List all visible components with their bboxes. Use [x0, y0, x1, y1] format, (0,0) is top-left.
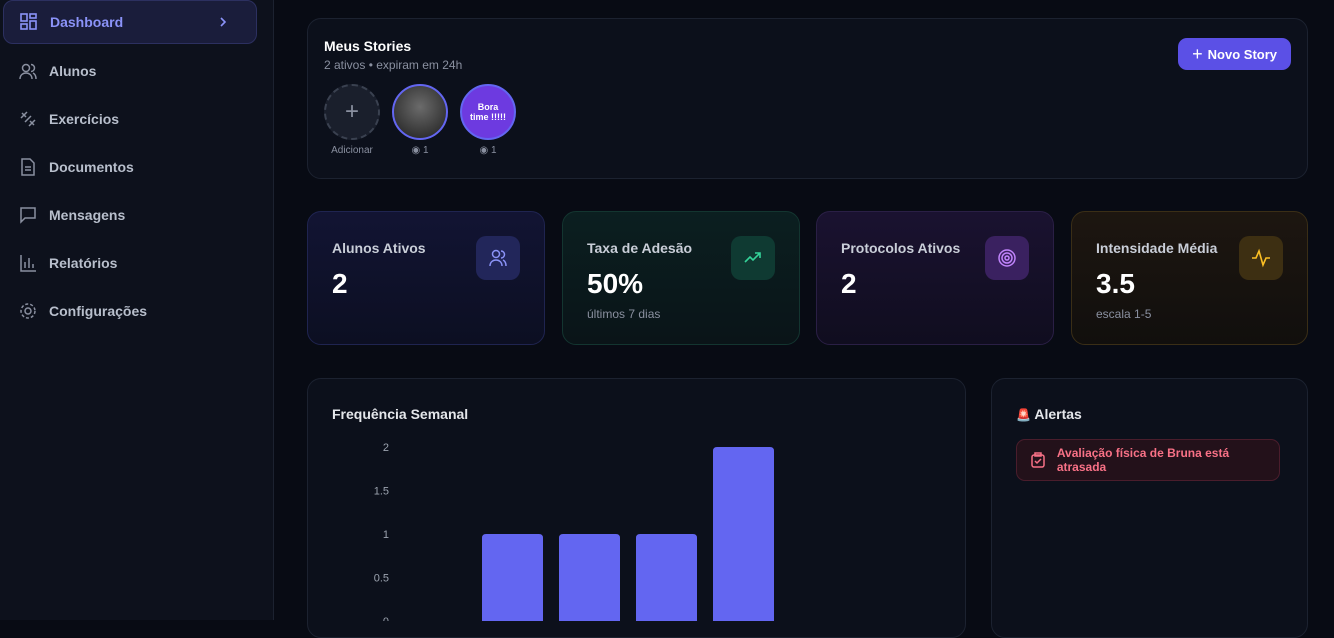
stat-label: Protocolos Ativos [841, 240, 961, 256]
stat-card: Protocolos Ativos 2 [816, 211, 1054, 345]
nav-item[interactable]: Documentos [3, 145, 257, 189]
nav-label: Exercícios [49, 111, 120, 127]
bar [559, 534, 620, 621]
story-views: ◉ 1 [411, 145, 429, 156]
y-tick-label: 1 [383, 529, 389, 541]
alerts-title: Alertas [1034, 406, 1082, 422]
nav-item[interactable]: Relatórios [3, 241, 257, 285]
stat-icon [731, 236, 775, 280]
chart: 0 0.5 1 1.5 2 [374, 442, 774, 621]
stat-icon [1239, 236, 1283, 280]
bar [713, 447, 774, 621]
nav-item[interactable]: Dashboard [3, 0, 257, 44]
alerts-card: 🚨 Alertas Avaliação física de Bruna está… [991, 378, 1308, 638]
chart-title: Frequência Semanal [332, 406, 469, 422]
views-count: 1 [422, 145, 429, 156]
stat-label: Taxa de Adesão [587, 240, 693, 256]
stat-card: Alunos Ativos 2 [307, 211, 545, 345]
nav-item[interactable]: Configurações [3, 289, 257, 333]
nav-item[interactable]: Alunos [3, 49, 257, 93]
story-views: ◉ 1 [479, 145, 497, 156]
stat-label: Alunos Ativos [332, 240, 426, 256]
stat-value: 50% [587, 268, 644, 299]
new-story-button[interactable]: + Novo Story [1178, 38, 1291, 70]
nav-label: Alunos [49, 63, 97, 79]
nav-label: Relatórios [49, 255, 118, 271]
stat-icon [985, 236, 1029, 280]
stat-note: escala 1-5 [1096, 307, 1152, 321]
stories-subtitle: 2 ativos • expiram em 24h [324, 58, 463, 72]
y-tick-label: 2 [383, 442, 389, 454]
y-tick-label: 0 [383, 616, 389, 621]
add-story[interactable]: + [324, 84, 380, 140]
y-tick-label: 1.5 [374, 486, 389, 498]
nav-label: Dashboard [50, 14, 124, 30]
stat-value: 2 [332, 268, 348, 299]
stat-card: Intensidade Média 3.5 escala 1-5 [1071, 211, 1308, 345]
nav-label: Mensagens [49, 207, 126, 223]
y-tick-label: 0.5 [374, 573, 389, 585]
stat-icon [476, 236, 520, 280]
nav-item[interactable]: Mensagens [3, 193, 257, 237]
nav-label: Configurações [49, 303, 148, 319]
stat-label: Intensidade Média [1096, 240, 1218, 256]
stories-card: Meus Stories 2 ativos • expiram em 24h +… [307, 18, 1308, 179]
bar [636, 534, 697, 621]
stat-note: últimos 7 dias [587, 307, 661, 321]
story-photo[interactable] [392, 84, 448, 140]
stat-value: 3.5 [1096, 268, 1135, 299]
nav-label: Documentos [49, 159, 134, 175]
alerts-heading: 🚨 Alertas [1016, 406, 1082, 422]
story-text-label: Bora time !!!!! [470, 102, 506, 122]
bar [482, 534, 543, 621]
alert-item[interactable]: Avaliação física de Bruna está atrasada [1016, 439, 1280, 481]
story-text[interactable]: Bora time !!!!! [460, 84, 516, 140]
stat-value: 2 [841, 268, 857, 299]
sidebar: Dashboard Alunos Exercícios Documentos M… [0, 0, 274, 620]
alert-text: Avaliação física de Bruna está atrasada [1056, 446, 1230, 474]
views-count: 1 [490, 145, 497, 156]
add-label: Adicionar [331, 145, 373, 156]
stat-card: Taxa de Adesão 50% últimos 7 dias [562, 211, 800, 345]
nav-item[interactable]: Exercícios [3, 97, 257, 141]
stories-title: Meus Stories [324, 38, 412, 54]
button-label: Novo Story [1207, 46, 1277, 62]
chart-card: Frequência Semanal 0 0.5 1 1.5 2 [307, 378, 966, 638]
